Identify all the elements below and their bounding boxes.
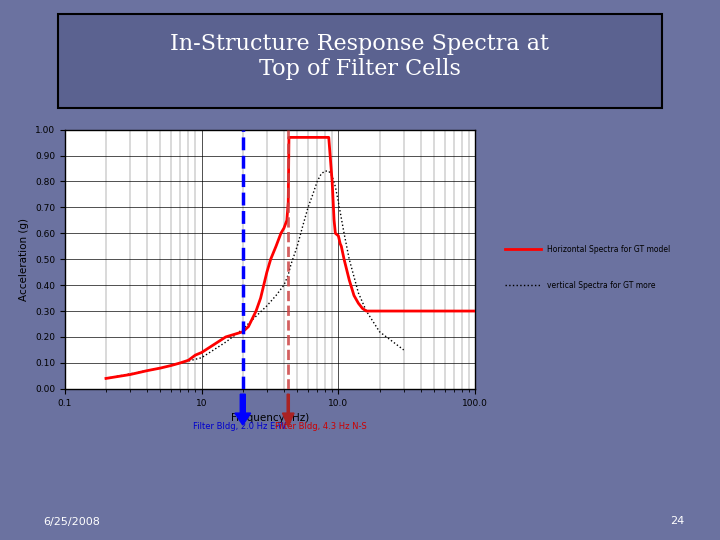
Text: Filter Bldg, 4.3 Hz N-S: Filter Bldg, 4.3 Hz N-S xyxy=(275,422,366,431)
Y-axis label: Acceleration (g): Acceleration (g) xyxy=(19,218,30,301)
Text: vertical Spectra for GT more: vertical Spectra for GT more xyxy=(547,281,656,289)
Text: 24: 24 xyxy=(670,516,684,526)
Text: 6/25/2008: 6/25/2008 xyxy=(43,516,100,526)
Text: Horizontal Spectra for GT model: Horizontal Spectra for GT model xyxy=(547,245,670,254)
Text: In-Structure Response Spectra at
Top of Filter Cells: In-Structure Response Spectra at Top of … xyxy=(171,33,549,80)
Text: Filter Bldg, 2.0 Hz E-W: Filter Bldg, 2.0 Hz E-W xyxy=(193,422,286,431)
X-axis label: Frequency (Hz): Frequency (Hz) xyxy=(231,413,309,423)
